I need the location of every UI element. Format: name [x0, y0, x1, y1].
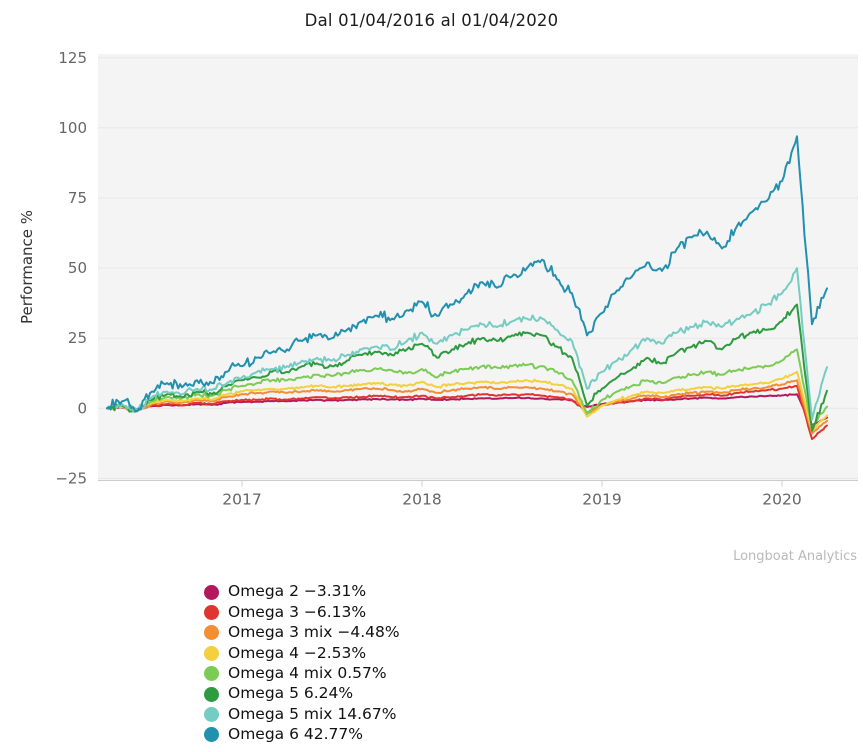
y-tick-label: 0 [77, 399, 87, 417]
series-line-omega-5-mix [106, 267, 828, 421]
legend-label-omega-4: Omega 4 −2.53% [228, 643, 367, 662]
y-tick-label: 25 [68, 329, 87, 347]
legend-item-omega-6[interactable]: Omega 6 42.77% [204, 725, 400, 745]
y-tick-label: 50 [68, 259, 87, 277]
chart-title: Dal 01/04/2016 al 01/04/2020 [304, 11, 559, 30]
legend-label-omega-3: Omega 3 −6.13% [228, 602, 367, 621]
legend-item-omega-5-mix[interactable]: Omega 5 mix 14.67% [204, 704, 400, 724]
legend-marker-omega-2 [204, 584, 219, 600]
series-line-omega-5 [106, 303, 828, 432]
y-tick-label: 100 [58, 119, 87, 137]
series-line-omega-4-mix [106, 348, 828, 429]
legend-marker-omega-3-mix [204, 625, 219, 641]
legend-label-omega-6: Omega 6 42.77% [228, 725, 363, 744]
series-line-omega-4 [106, 370, 828, 432]
y-tick-label: −25 [55, 469, 87, 487]
legend-marker-omega-4-mix [204, 666, 219, 682]
legend-item-omega-5[interactable]: Omega 5 6.24% [204, 684, 400, 704]
y-tick-label: 75 [68, 189, 87, 207]
legend-marker-omega-5 [204, 686, 219, 702]
chart-legend: Omega 2 −3.31% Omega 3 −6.13% Omega 3 mix … [204, 582, 400, 745]
series-line-omega-2 [106, 393, 828, 427]
legend-item-omega-3-mix[interactable]: Omega 3 mix −4.48% [204, 623, 400, 643]
legend-marker-omega-4 [204, 645, 219, 661]
x-tick-label: 2017 [222, 491, 261, 509]
legend-marker-omega-5-mix [204, 707, 219, 723]
legend-marker-omega-3 [204, 605, 219, 621]
legend-label-omega-2: Omega 2 −3.31% [228, 582, 367, 601]
attribution-text: Longboat Analytics [733, 549, 857, 564]
series-line-omega-3-mix [106, 379, 828, 435]
legend-marker-omega-6 [204, 727, 219, 743]
legend-label-omega-3-mix: Omega 3 mix −4.48% [228, 623, 400, 642]
legend-label-omega-5: Omega 5 6.24% [228, 684, 354, 703]
performance-chart: 125 100 75 50 25 0 −25 2017 2018 2019 2020 [55, 49, 858, 509]
x-tick-label: 2019 [582, 491, 621, 509]
plot-area [98, 54, 858, 481]
legend-item-omega-4[interactable]: Omega 4 −2.53% [204, 643, 400, 663]
x-tick-label: 2018 [402, 491, 441, 509]
x-tick-label: 2020 [762, 491, 801, 509]
series-line-omega-3 [106, 384, 828, 441]
legend-item-omega-2[interactable]: Omega 2 −3.31% [204, 582, 400, 602]
legend-item-omega-4-mix[interactable]: Omega 4 mix 0.57% [204, 664, 400, 684]
y-tick-label: 125 [58, 49, 87, 67]
legend-label-omega-4-mix: Omega 4 mix 0.57% [228, 664, 387, 682]
legend-label-omega-5-mix: Omega 5 mix 14.67% [228, 704, 397, 723]
legend-item-omega-3[interactable]: Omega 3 −6.13% [204, 602, 400, 622]
series-line-omega-6 [106, 135, 828, 413]
